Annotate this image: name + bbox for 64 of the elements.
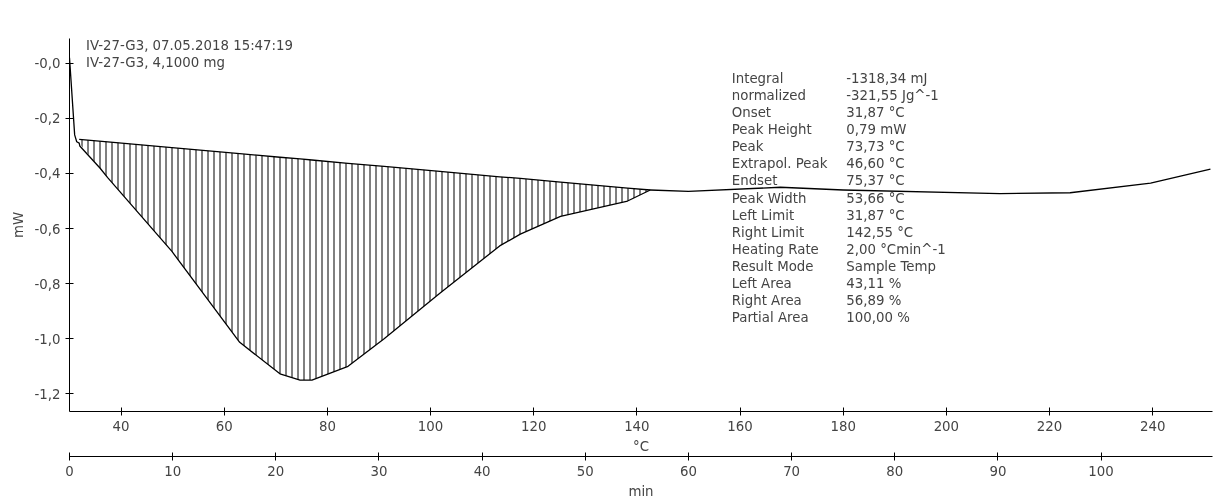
y-tick-label: -0,4 <box>34 166 61 182</box>
annotation: Peak Height <box>731 122 812 138</box>
x2-tick-label: 140 <box>624 418 650 434</box>
annotation: 43,11 % <box>846 275 902 291</box>
x-tick-label: 60 <box>679 463 697 479</box>
y-tick-label: -0,2 <box>34 111 61 127</box>
x-tick-label: 80 <box>886 463 904 479</box>
annotation: Partial Area <box>731 310 809 326</box>
y-tick-label: -0,6 <box>34 221 61 237</box>
annotation: 75,37 °C <box>846 173 905 189</box>
y-tick-label: -1,2 <box>34 386 61 402</box>
annotation: Integral <box>731 70 784 86</box>
annotation: 56,89 % <box>846 292 902 308</box>
x2-tick-label: 160 <box>727 418 753 434</box>
x-tick-label: 30 <box>370 463 388 479</box>
x2-tick-label: 100 <box>417 418 444 434</box>
annotation: 100,00 % <box>846 310 910 326</box>
annotation: Result Mode <box>731 258 814 274</box>
annotation: Peak <box>731 139 764 155</box>
y-tick-label: -0,8 <box>34 276 61 292</box>
annotation: IV-27-G3, 4,1000 mg <box>86 55 225 71</box>
annotation: 53,66 °C <box>846 190 905 206</box>
x-tick-label: 10 <box>164 463 182 479</box>
annotation: 73,73 °C <box>846 139 905 155</box>
annotation: Left Area <box>731 275 792 291</box>
annotation: Peak Width <box>731 190 807 206</box>
x-tick-label: 50 <box>576 463 594 479</box>
x2-tick-label: 120 <box>521 418 547 434</box>
annotation: Left Limit <box>731 207 795 223</box>
x2-tick-label: 180 <box>830 418 856 434</box>
annotation: -1318,34 mJ <box>846 70 928 86</box>
annotation: Sample Temp <box>846 258 937 274</box>
x-tick-label: 20 <box>267 463 285 479</box>
x2-tick-label: 240 <box>1139 418 1166 434</box>
x-axis-title: min <box>628 483 654 499</box>
annotation: Right Limit <box>731 224 805 240</box>
x2-tick-label: 60 <box>215 418 233 434</box>
x-tick-label: 90 <box>989 463 1007 479</box>
annotation: Endset <box>731 173 778 189</box>
annotation: 2,00 °Cmin^-1 <box>846 241 946 257</box>
annotation: Onset <box>731 105 772 121</box>
x2-tick-label: 80 <box>318 418 336 434</box>
x-tick-label: 70 <box>783 463 801 479</box>
annotation: Right Area <box>731 292 802 308</box>
x2-tick-label: 200 <box>933 418 960 434</box>
y-tick-label: -1,0 <box>34 331 61 347</box>
y-axis-title: mW <box>11 211 27 239</box>
x-tick-label: 100 <box>1088 463 1114 479</box>
x-tick-label: 40 <box>473 463 491 479</box>
annotation: IV-27-G3, 07.05.2018 15:47:19 <box>86 37 294 53</box>
annotation: 142,55 °C <box>846 224 914 240</box>
annotation: normalized <box>731 88 806 104</box>
annotation: Heating Rate <box>731 241 819 257</box>
annotation: 0,79 mW <box>846 122 907 138</box>
annotation: 46,60 °C <box>846 156 905 172</box>
y-tick-label: -0,0 <box>34 56 61 72</box>
annotation: Extrapol. Peak <box>731 156 828 172</box>
x-tick-label: 0 <box>65 463 74 479</box>
x2-tick-label: 220 <box>1036 418 1063 434</box>
x2-axis-title: °C <box>633 438 649 454</box>
annotation: -321,55 Jg^-1 <box>846 88 939 104</box>
annotation: 31,87 °C <box>846 105 905 121</box>
x2-tick-label: 40 <box>112 418 130 434</box>
annotation: 31,87 °C <box>846 207 905 223</box>
